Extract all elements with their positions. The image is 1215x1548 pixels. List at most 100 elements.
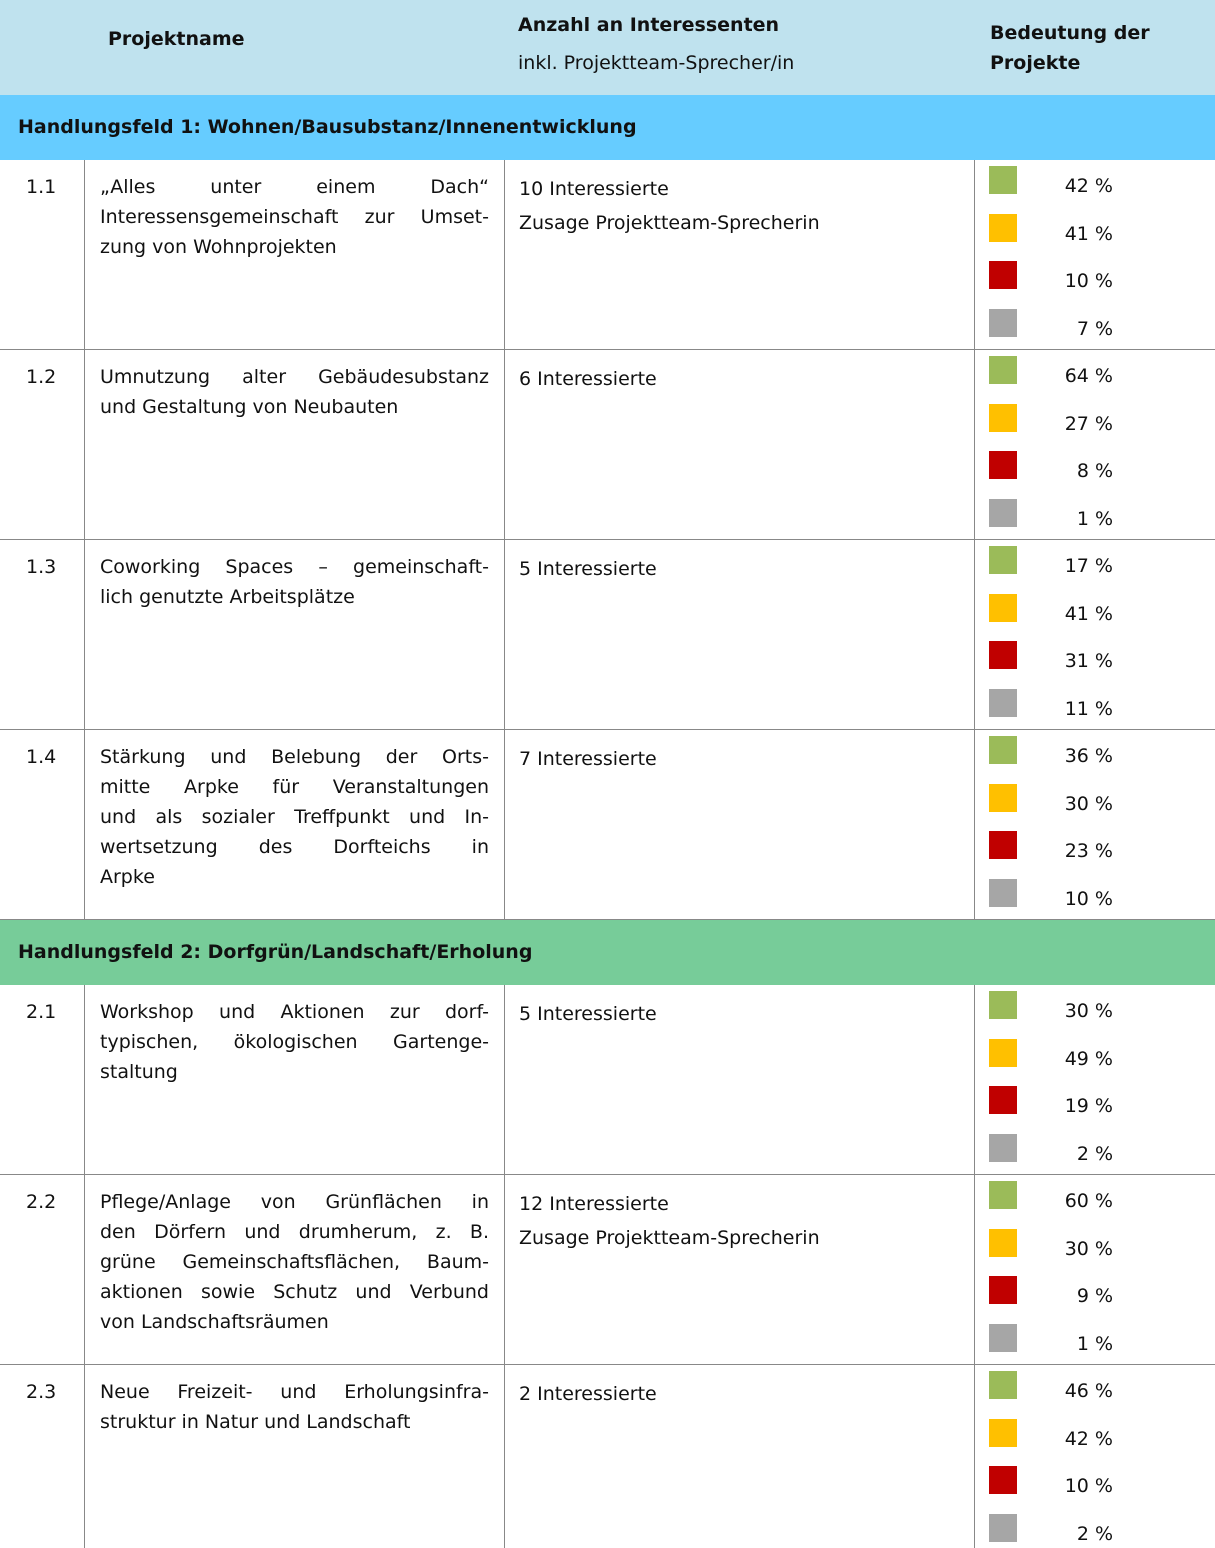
rating-square xyxy=(989,593,1017,622)
rating-share: 41 % xyxy=(1064,222,1113,245)
table-row: 1.3 Coworking Spaces – gemeinschaft-lich … xyxy=(0,540,1215,730)
importance: 42 % 41 % 10 % 7 % xyxy=(975,160,1215,349)
rating-square xyxy=(989,1133,1017,1162)
name-line: und Gestaltung von Neubauten xyxy=(100,396,399,418)
name-line: Pflege/Anlage von Grünflächen in xyxy=(100,1191,489,1213)
name-line: den Dörfern und drumherum, z. B. xyxy=(100,1221,489,1243)
rating-share: 8 % xyxy=(1076,460,1113,482)
rating-square xyxy=(989,1086,1017,1114)
rating-square xyxy=(989,261,1017,289)
name-line: Interessensgemeinschaft zur Umset- xyxy=(100,206,489,228)
name-line: staltung xyxy=(100,1061,178,1083)
name-line: Stärkung und Belebung der Orts- xyxy=(100,746,489,768)
interest-line: Zusage Projektteam-Sprecherin xyxy=(519,1227,820,1249)
table-row: 1.1 „Alles unter einem Dach“ Interessensge… xyxy=(0,160,1215,350)
interest-line: 10 Interessierte xyxy=(519,178,669,200)
rating-share: 1 % xyxy=(1076,507,1113,530)
project-name: Coworking Spaces – gemeinschaft-lich gen… xyxy=(85,540,505,729)
rating-share: 31 % xyxy=(1064,650,1113,672)
section-header: Handlungsfeld 2: Dorfgrün/Landschaft/Erh… xyxy=(0,920,1215,985)
table-row: 1.2 Umnutzung alter Gebäudesubstanz und Ge… xyxy=(0,350,1215,540)
rating-share: 2 % xyxy=(1076,1522,1113,1545)
project-id: 1.4 xyxy=(0,730,85,919)
interest-line: Zusage Projektteam-Sprecherin xyxy=(519,212,820,234)
rating-square xyxy=(989,878,1017,907)
rating-square xyxy=(989,1276,1017,1304)
rating-share: 23 % xyxy=(1064,840,1113,862)
rating-square xyxy=(989,498,1017,527)
project-id: 1.3 xyxy=(0,540,85,729)
rating-share: 41 % xyxy=(1064,602,1113,625)
project-id: 2.3 xyxy=(0,1365,85,1548)
table-header: Projektname Anzahl an Interessenten inkl… xyxy=(0,0,1215,95)
interest: 12 Interessierte Zusage Projektteam-Sprec… xyxy=(505,1175,975,1364)
rating-square xyxy=(989,1513,1017,1542)
name-line: zung von Wohnprojekten xyxy=(100,236,337,258)
interest-line: 6 Interessierte xyxy=(519,368,657,390)
project-name: Workshop und Aktionen zur dorf-typischen… xyxy=(85,985,505,1174)
project-name: Pflege/Anlage von Grünflächen in den Dörf… xyxy=(85,1175,505,1364)
rating-square xyxy=(989,688,1017,717)
name-line: wertsetzung des Dorfteichs in xyxy=(100,836,489,858)
project-name: „Alles unter einem Dach“ Interessensgemei… xyxy=(85,160,505,349)
column-header: Projektname xyxy=(108,28,245,50)
rating-share: 42 % xyxy=(1064,175,1113,197)
rating-square xyxy=(989,1371,1017,1399)
importance: 17 % 41 % 31 % 11 % xyxy=(975,540,1215,729)
rating-square xyxy=(989,1466,1017,1494)
interest-line: 5 Interessierte xyxy=(519,558,657,580)
rating-square xyxy=(989,166,1017,194)
table-row: 2.1 Workshop und Aktionen zur dorf-typisc… xyxy=(0,985,1215,1175)
name-line: Coworking Spaces – gemeinschaft- xyxy=(100,556,489,578)
rating-square xyxy=(989,831,1017,859)
interest: 10 Interessierte Zusage Projektteam-Sprec… xyxy=(505,160,975,349)
importance: 30 % 49 % 19 % 2 % xyxy=(975,985,1215,1174)
table-row: 2.2 Pflege/Anlage von Grünflächen in den D… xyxy=(0,1175,1215,1365)
name-line: „Alles unter einem Dach“ xyxy=(100,176,489,198)
importance: 46 % 42 % 10 % 2 % xyxy=(975,1365,1215,1548)
column-header: Bedeutung der Projekte xyxy=(990,22,1150,74)
rating-square xyxy=(989,991,1017,1019)
rating-share: 30 % xyxy=(1064,1237,1113,1260)
name-line: grüne Gemeinschaftsflächen, Baum- xyxy=(100,1251,489,1273)
rating-share: 49 % xyxy=(1064,1047,1113,1070)
interest-line: 5 Interessierte xyxy=(519,1003,657,1025)
rating-square xyxy=(989,356,1017,384)
interest-line: 7 Interessierte xyxy=(519,748,657,770)
rating-share: 10 % xyxy=(1064,270,1113,292)
project-id: 2.2 xyxy=(0,1175,85,1364)
interest: 7 Interessierte xyxy=(505,730,975,919)
interest: 5 Interessierte xyxy=(505,540,975,729)
rating-share: 7 % xyxy=(1076,317,1113,340)
name-line: Neue Freizeit- und Erholungsinfra- xyxy=(100,1381,489,1403)
rating-share: 9 % xyxy=(1076,1285,1113,1307)
project-name: Umnutzung alter Gebäudesubstanz und Gesta… xyxy=(85,350,505,539)
rating-share: 10 % xyxy=(1064,1475,1113,1497)
rating-share: 64 % xyxy=(1064,365,1113,387)
name-line: Workshop und Aktionen zur dorf- xyxy=(100,1001,489,1023)
rating-square xyxy=(989,783,1017,812)
rating-share: 30 % xyxy=(1064,1000,1113,1022)
name-line: Arpke xyxy=(100,866,155,888)
project-name: Stärkung und Belebung der Orts-mitte Arp… xyxy=(85,730,505,919)
column-header: Anzahl an Interessenten xyxy=(518,14,780,36)
rating-share: 10 % xyxy=(1064,887,1113,910)
rating-share: 46 % xyxy=(1064,1380,1113,1402)
name-line: und als sozialer Treffpunkt und In- xyxy=(100,806,489,828)
name-line: von Landschaftsräumen xyxy=(100,1311,329,1333)
name-line: struktur in Natur und Landschaft xyxy=(100,1411,411,1433)
rating-square xyxy=(989,1323,1017,1352)
interest-line: 2 Interessierte xyxy=(519,1383,657,1405)
rating-square xyxy=(989,1181,1017,1209)
rating-share: 27 % xyxy=(1064,412,1113,435)
interest: 5 Interessierte xyxy=(505,985,975,1174)
column-subtitle: inkl. Projektteam-Sprecher/in xyxy=(518,52,795,74)
rating-share: 19 % xyxy=(1064,1095,1113,1117)
name-line: aktionen sowie Schutz und Verbund xyxy=(100,1281,489,1303)
rating-share: 30 % xyxy=(1064,792,1113,815)
rating-square xyxy=(989,308,1017,337)
rating-share: 36 % xyxy=(1064,745,1113,767)
table-row: 2.3 Neue Freizeit- und Erholungsinfra-str… xyxy=(0,1365,1215,1548)
project-id: 2.1 xyxy=(0,985,85,1174)
rating-square xyxy=(989,641,1017,669)
